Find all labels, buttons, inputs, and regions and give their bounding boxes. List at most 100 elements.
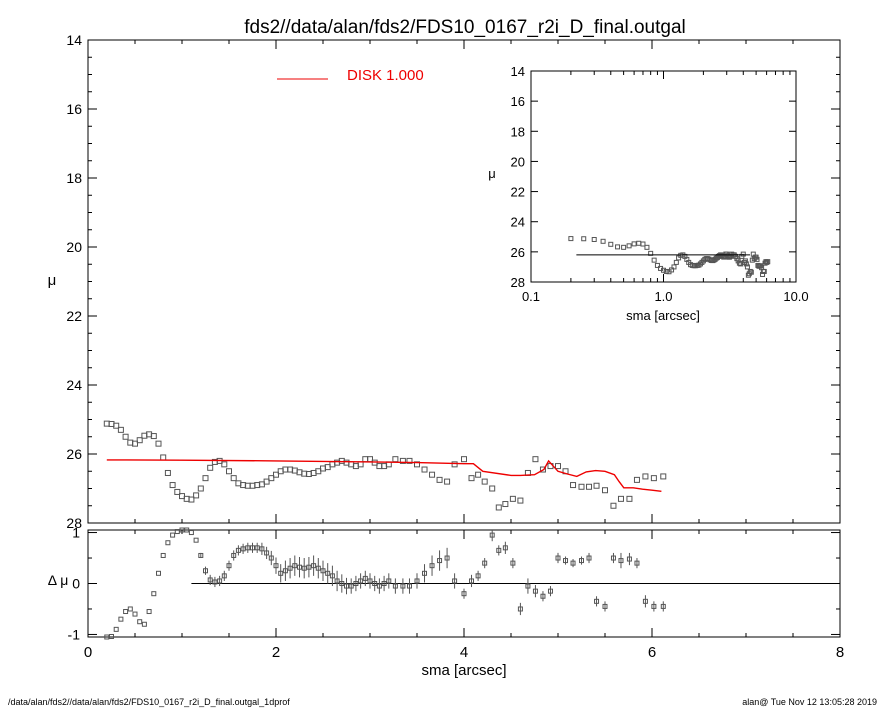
data-point <box>193 492 200 499</box>
data-point <box>268 475 275 482</box>
residual-point <box>422 570 428 576</box>
y-tick-label: 26 <box>66 446 82 462</box>
inset-data-point <box>754 256 760 262</box>
inset-x-tick-label: 1.0 <box>654 289 672 304</box>
residual-panel: 10-10 2 4 6 8 Δ μ sma [arcsec] <box>48 525 844 679</box>
residual-point <box>386 578 392 584</box>
data-point <box>392 456 399 463</box>
inset-y-tick-label: 22 <box>511 185 525 200</box>
data-point <box>207 464 214 471</box>
residual-point <box>502 545 508 551</box>
residual-point <box>642 598 648 604</box>
residual-data-points <box>104 527 666 640</box>
main-panel: 14 16 18 20 22 24 26 28 μ DISK 1.000 <box>48 32 841 531</box>
residual-point <box>344 583 349 589</box>
footer-user-timestamp: alan@ Tue Nov 12 13:05:28 2019 <box>742 697 877 707</box>
data-point <box>444 478 451 485</box>
residual-point <box>174 529 180 535</box>
inset-data-point <box>591 236 597 242</box>
inset-y-tick-label: 28 <box>511 275 525 290</box>
plot-title: fds2//data/alan/fds2/FDS10_0167_r2i_D_fi… <box>244 17 686 38</box>
inset-data-point <box>765 259 771 265</box>
y-tick-label: 18 <box>66 170 82 186</box>
inset-data-point <box>673 259 679 265</box>
x-tick-label: 0 <box>84 644 92 661</box>
inset-panel: 14 16 18 20 22 24 26 280.1 1.0 10.0 μ sma [arcsec… <box>488 64 808 323</box>
residual-point <box>306 564 312 570</box>
inset-data-point <box>651 257 657 263</box>
res-y-tick-label: -1 <box>68 626 81 642</box>
data-point <box>481 478 488 485</box>
inset-x-axis-label: sma [arcsec] <box>626 308 700 323</box>
x-tick-label: 8 <box>836 644 844 661</box>
residual-point <box>586 555 592 561</box>
residual-point <box>297 564 302 570</box>
disk-model-line <box>106 459 662 492</box>
data-point <box>436 476 443 483</box>
data-point <box>539 466 546 473</box>
data-point <box>532 456 539 463</box>
residual-point <box>235 547 241 553</box>
residual-point <box>372 581 378 586</box>
residual-point <box>104 634 110 640</box>
data-point <box>155 440 162 447</box>
residual-point <box>437 558 443 564</box>
residual-point <box>325 570 331 576</box>
main-y-axis: 14 16 18 20 22 24 26 28 <box>66 32 841 531</box>
residual-point <box>212 579 218 585</box>
inset-y-tick-label: 20 <box>511 154 525 169</box>
data-point <box>642 473 649 480</box>
residual-point <box>273 563 279 569</box>
residual-point <box>240 546 246 552</box>
x-axis-label: sma [arcsec] <box>421 662 506 679</box>
data-point <box>117 426 124 433</box>
residual-point <box>469 578 475 584</box>
data-point <box>617 495 624 502</box>
residual-point <box>311 563 317 569</box>
data-point <box>593 482 600 489</box>
inset-data-point <box>747 268 753 274</box>
residual-point <box>203 568 208 574</box>
residual-point <box>198 552 204 558</box>
inset-x-tick-label: 0.1 <box>522 289 540 304</box>
residual-point <box>452 578 458 584</box>
data-point <box>421 466 428 473</box>
y-tick-label: 22 <box>66 308 82 324</box>
residual-point <box>137 619 143 625</box>
residual-point <box>517 606 523 612</box>
y-tick-label: 16 <box>66 101 82 117</box>
data-point <box>406 457 413 464</box>
data-point <box>586 483 593 490</box>
data-point <box>429 471 436 478</box>
residual-point <box>563 558 569 564</box>
residual-point <box>334 578 340 584</box>
residual-point <box>264 550 270 556</box>
data-point <box>188 496 195 503</box>
inset-data-point <box>631 241 637 247</box>
data-point <box>174 488 181 495</box>
residual-point <box>231 552 237 558</box>
residual-point <box>547 588 553 594</box>
residual-point <box>540 593 546 599</box>
data-point <box>399 457 406 464</box>
residual-point <box>156 570 161 576</box>
data-point <box>273 471 279 478</box>
data-point <box>451 461 458 468</box>
residual-point <box>392 583 398 589</box>
y-tick-label: 28 <box>66 515 82 531</box>
residual-point <box>525 583 531 589</box>
inset-y-tick-label: 18 <box>511 124 525 139</box>
inset-data-point <box>568 236 574 242</box>
main-data-points <box>103 420 667 511</box>
data-point <box>230 475 237 482</box>
residual-point <box>602 603 608 609</box>
inset-frame <box>530 70 797 283</box>
residual-point <box>146 609 152 615</box>
main-y-axis-label: μ <box>48 272 57 289</box>
x-tick-label: 2 <box>272 644 280 661</box>
data-point <box>489 485 496 492</box>
inset-data-point <box>744 264 750 270</box>
data-point <box>578 483 585 490</box>
residual-point <box>226 563 232 569</box>
